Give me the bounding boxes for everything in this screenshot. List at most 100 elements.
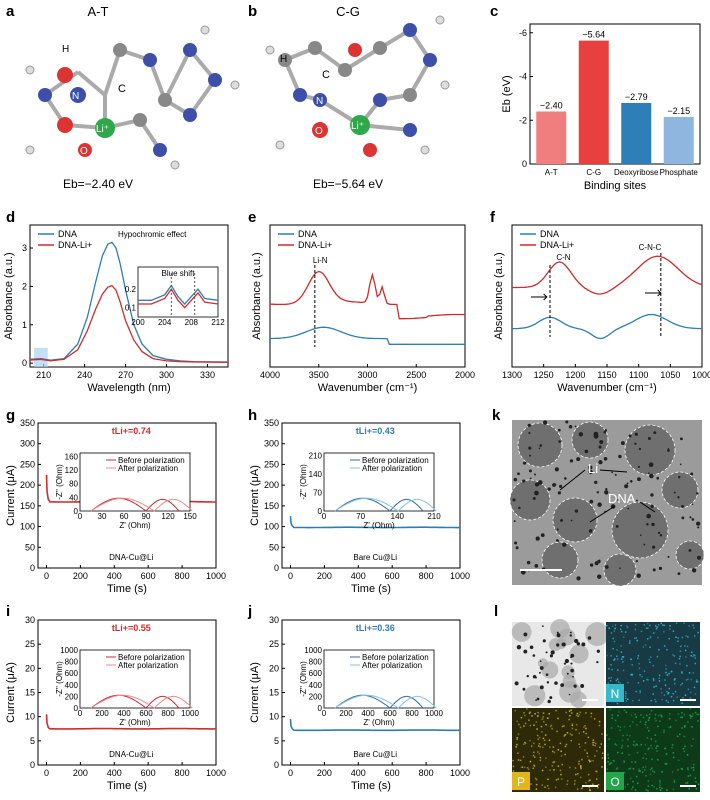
j-inset-ytick: 1000	[304, 646, 322, 655]
eds-pixel	[533, 751, 535, 754]
eds-pixel	[634, 637, 636, 640]
eds-pixel	[642, 757, 644, 759]
tem-particle	[556, 539, 559, 542]
tem-particle	[614, 473, 617, 476]
i-inset-xtick: 400	[117, 709, 131, 718]
eds-pixel	[692, 766, 695, 769]
eds-pixel	[656, 626, 658, 628]
eds-tem-particle	[563, 662, 567, 665]
tem-particle	[522, 479, 526, 483]
eds-pixel	[618, 711, 620, 713]
eds-pixel	[645, 775, 647, 777]
eds-pixel	[552, 746, 555, 748]
eds-pixel	[547, 784, 549, 787]
eds-pixel	[680, 684, 682, 686]
j-xtick-label: 600	[385, 768, 400, 778]
eds-pixel	[621, 658, 623, 660]
tem-particle	[681, 505, 685, 508]
tem-particle	[520, 569, 526, 575]
eds-pixel	[534, 777, 537, 780]
tem-particle	[619, 567, 621, 570]
eds-pixel	[548, 712, 550, 715]
eds-pixel	[578, 713, 581, 716]
eds-tem-particle	[561, 642, 566, 647]
i-ytick-label: 5	[30, 736, 35, 746]
tem-particle	[688, 548, 692, 552]
tem-particle	[538, 480, 543, 485]
j-xtick-label: 1000	[450, 768, 470, 778]
eds-pixel	[576, 712, 579, 715]
eds-pixel	[583, 726, 585, 728]
eds-pixel	[530, 783, 532, 785]
eds-pixel	[568, 710, 571, 712]
eds-pixel	[668, 726, 670, 729]
eds-pixel	[521, 766, 523, 768]
j-inset-xtick: 0	[322, 709, 327, 718]
d-annotation: Hypochromic effect	[118, 230, 187, 239]
eds-pixel	[557, 717, 559, 720]
legend-label: DNA-Li+	[58, 240, 92, 250]
eds-pixel	[676, 735, 679, 738]
eds-pixel	[592, 741, 594, 744]
eds-pixel	[668, 687, 671, 690]
eds-pixel	[641, 675, 643, 678]
eds-pixel	[585, 732, 587, 735]
eds-pixel	[515, 746, 517, 748]
eds-tem-particle	[529, 645, 534, 650]
eds-pixel	[625, 700, 628, 702]
panel-j-label: j	[247, 603, 252, 620]
legend-label: DNA-Li+	[540, 240, 574, 250]
eds-pixel	[573, 783, 576, 785]
tem-particle	[691, 568, 697, 573]
eds-pixel	[695, 681, 698, 683]
tem-particle	[635, 499, 638, 502]
i-inset-ylabel: -Z'' (Ohm)	[55, 661, 64, 697]
eds-pixel	[659, 789, 662, 791]
eds-pixel	[690, 745, 693, 747]
eds-pixel	[607, 754, 609, 756]
eds-pixel	[601, 766, 603, 768]
e-xlabel: Wavenumber (cm⁻¹)	[318, 382, 418, 394]
eds-pixel	[639, 692, 641, 694]
legend-label: DNA-Li+	[298, 240, 332, 250]
h-ytick-label: 0	[274, 563, 279, 573]
tem-particle	[677, 496, 680, 499]
eds-pixel	[646, 622, 649, 625]
h-xtick-label: 600	[385, 571, 400, 581]
eds-tem-particle	[522, 687, 526, 691]
tem-particle	[603, 456, 608, 461]
eds-pixel	[548, 739, 551, 742]
eds-pixel	[694, 662, 697, 665]
panel-d: d 210 240 270 300 330 0 1 2 3 Wavelength (nm) Abso…	[3, 209, 229, 394]
tem-particle	[594, 480, 598, 485]
eds-pixel	[526, 708, 528, 710]
eds-pixel	[660, 688, 662, 690]
c-bar	[663, 116, 694, 164]
eds-tem-particle	[568, 693, 571, 696]
tem-particle	[658, 566, 663, 571]
eds-pixel	[655, 720, 657, 722]
eds-pixel	[547, 778, 549, 781]
j-inset-legend-after: After polarization	[362, 661, 422, 670]
eds-pixel	[687, 768, 689, 771]
eds-pixel	[555, 779, 558, 781]
h-xtick-label: 400	[351, 571, 366, 581]
eds-pixel	[607, 682, 610, 684]
j-inset-ytick: 200	[309, 692, 323, 701]
g-xlabel: Time (s)	[107, 583, 147, 595]
eds-pixel	[659, 784, 661, 786]
eds-pixel	[666, 674, 669, 676]
eds-pixel	[577, 715, 579, 718]
atom-o-label-a: O	[80, 146, 88, 157]
j-xlabel: Time (s)	[351, 780, 391, 792]
eds-pixel	[601, 752, 604, 755]
eds-pixel	[539, 759, 542, 762]
eds-pixel	[517, 733, 520, 735]
eds-pixel	[684, 645, 686, 647]
eds-tem-blob	[569, 644, 589, 664]
eds-pixel	[516, 738, 518, 741]
eds-tem-particle	[542, 639, 546, 643]
g-inset-ytick: 80	[69, 480, 78, 489]
eds-pixel	[530, 745, 533, 747]
atoms-cg	[265, 15, 450, 157]
